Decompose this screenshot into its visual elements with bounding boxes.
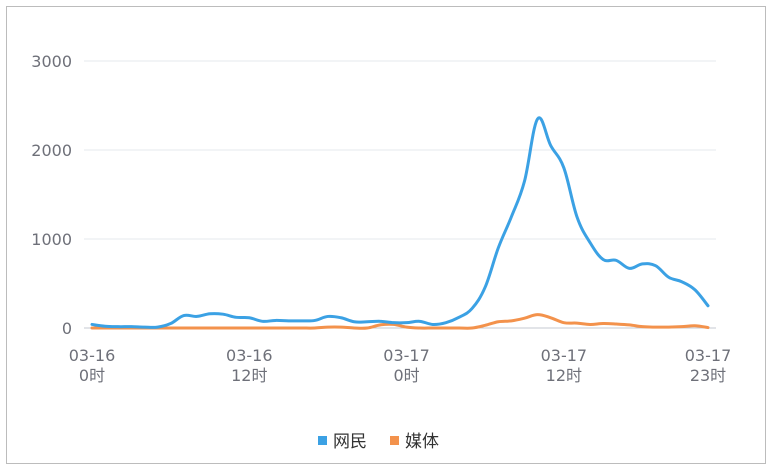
legend-swatch[interactable] (390, 436, 399, 445)
x-tick-label: 03-17 (383, 346, 430, 365)
x-tick-label: 12时 (546, 366, 582, 385)
chart-frame (6, 6, 766, 464)
series-line (90, 313, 710, 330)
grid-lines (84, 60, 716, 329)
series-lines (90, 116, 710, 330)
x-tick-label: 03-17 (541, 346, 588, 365)
legend-swatch[interactable] (318, 436, 327, 445)
x-tick-label: 23时 (690, 366, 726, 385)
legend-label[interactable]: 网民 (333, 432, 367, 452)
y-tick-label: 1000 (31, 230, 72, 249)
y-axis-ticks: 0 1000 2000 3000 (31, 52, 72, 338)
x-tick-label: 0时 (79, 366, 105, 385)
y-tick-label: 0 (62, 319, 72, 338)
x-tick-label: 03-17 (685, 346, 732, 365)
x-tick-label: 12时 (231, 366, 267, 385)
legend[interactable]: 网民 媒体 (318, 432, 439, 452)
x-tick-label: 03-16 (226, 346, 273, 365)
y-tick-label: 2000 (31, 141, 72, 160)
series-line (90, 116, 710, 329)
x-tick-label: 0时 (393, 366, 419, 385)
y-tick-label: 3000 (31, 52, 72, 71)
legend-label[interactable]: 媒体 (405, 432, 439, 452)
x-tick-label: 03-16 (69, 346, 116, 365)
